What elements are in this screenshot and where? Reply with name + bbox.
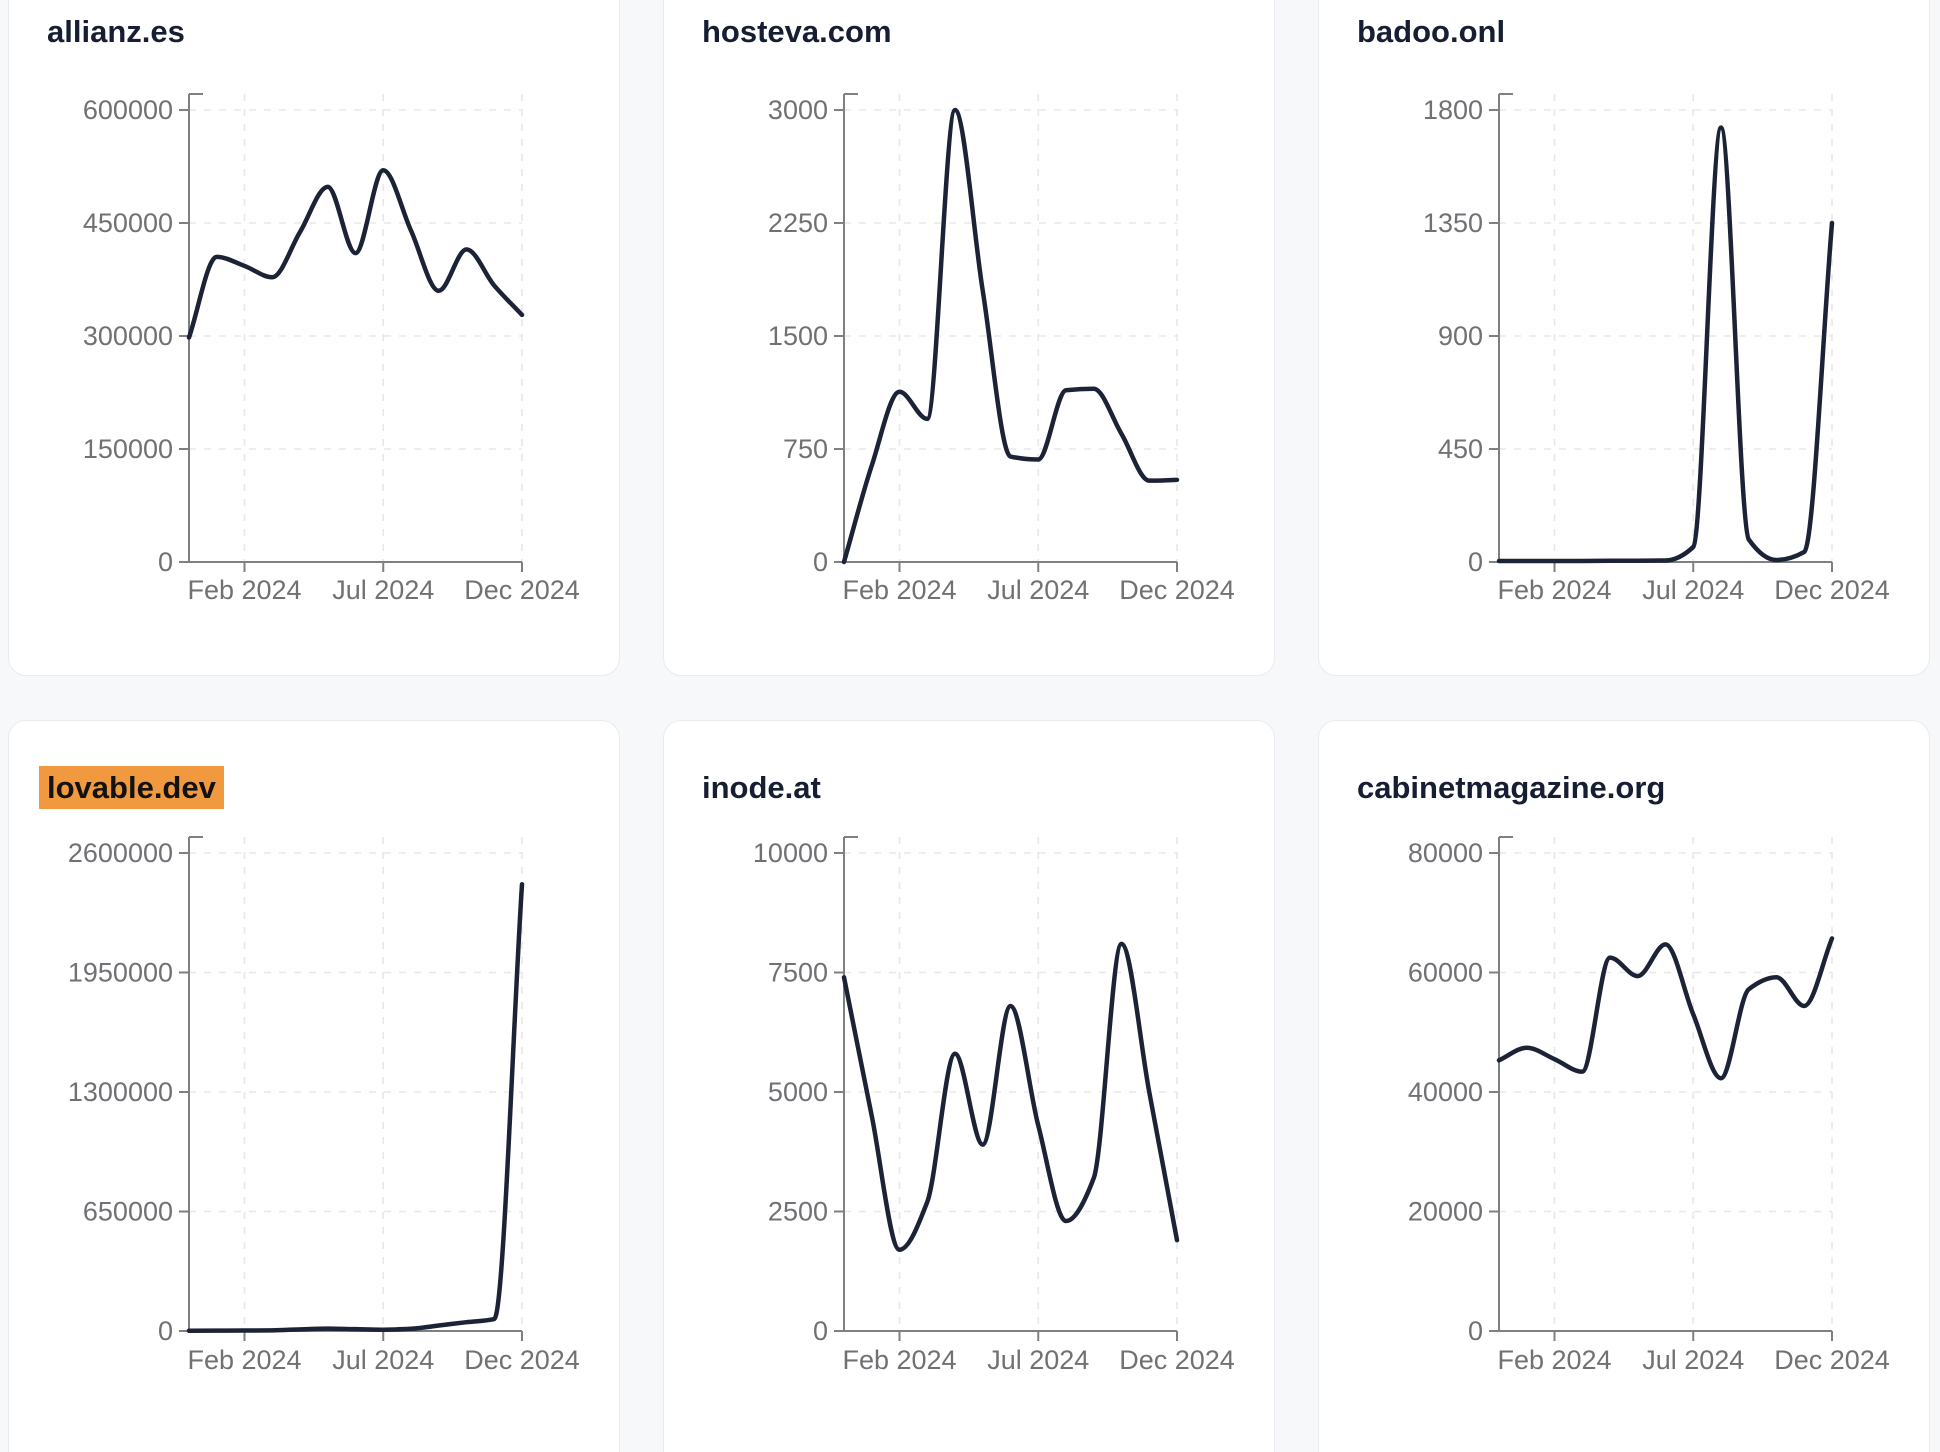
chart-card: inode.at 0 2500 5000 7500 10000 Feb 2024 Jul 2… xyxy=(663,720,1275,1452)
svg-text:Dec 2024: Dec 2024 xyxy=(464,575,580,605)
svg-text:0: 0 xyxy=(813,547,828,577)
svg-text:Feb 2024: Feb 2024 xyxy=(842,575,956,605)
chart-card: lovable.dev 0 650000 1300000 1950000 2600000… xyxy=(8,720,620,1452)
chart-title: hosteva.com xyxy=(702,14,892,49)
svg-text:450000: 450000 xyxy=(83,208,173,238)
svg-text:Jul 2024: Jul 2024 xyxy=(987,575,1089,605)
svg-text:1950000: 1950000 xyxy=(68,958,173,988)
chart-card: badoo.onl 0 450 900 1350 1800 Feb 2024 Jul 202… xyxy=(1318,0,1930,676)
svg-text:Feb 2024: Feb 2024 xyxy=(1497,1345,1611,1375)
svg-text:Dec 2024: Dec 2024 xyxy=(1774,1345,1890,1375)
chart-title: allianz.es xyxy=(47,14,185,49)
svg-text:Dec 2024: Dec 2024 xyxy=(1119,1345,1235,1375)
svg-text:Feb 2024: Feb 2024 xyxy=(187,575,301,605)
svg-text:150000: 150000 xyxy=(83,434,173,464)
svg-text:0: 0 xyxy=(158,1316,173,1346)
svg-text:Jul 2024: Jul 2024 xyxy=(1642,575,1744,605)
svg-text:10000: 10000 xyxy=(753,838,828,868)
chart-title: cabinetmagazine.org xyxy=(1357,770,1666,805)
svg-text:0: 0 xyxy=(813,1316,828,1346)
svg-text:20000: 20000 xyxy=(1408,1197,1483,1227)
line-chart: 0 650000 1300000 1950000 2600000 Feb 2024 Jul … xyxy=(68,836,580,1375)
line-chart: 0 20000 40000 60000 80000 Feb 2024 Jul 2024 Dec… xyxy=(1408,836,1890,1375)
chart-title: lovable.dev xyxy=(39,766,224,809)
svg-text:Jul 2024: Jul 2024 xyxy=(332,1345,434,1375)
line-chart: 0 150000 300000 450000 600000 Feb 2024 Jul 202… xyxy=(83,93,580,605)
svg-text:900: 900 xyxy=(1438,321,1483,351)
svg-text:2500: 2500 xyxy=(768,1197,828,1227)
svg-text:Jul 2024: Jul 2024 xyxy=(1642,1345,1744,1375)
svg-text:80000: 80000 xyxy=(1408,838,1483,868)
line-chart: 0 450 900 1350 1800 Feb 2024 Jul 2024 Dec 2024 xyxy=(1423,93,1890,605)
svg-text:2250: 2250 xyxy=(768,208,828,238)
svg-text:750: 750 xyxy=(783,434,828,464)
svg-text:Dec 2024: Dec 2024 xyxy=(1119,575,1235,605)
svg-text:1300000: 1300000 xyxy=(68,1077,173,1107)
chart-card: hosteva.com 0 750 1500 2250 3000 Feb 2024 Jul … xyxy=(663,0,1275,676)
svg-text:Feb 2024: Feb 2024 xyxy=(1497,575,1611,605)
svg-text:0: 0 xyxy=(1468,1316,1483,1346)
svg-text:450: 450 xyxy=(1438,434,1483,464)
svg-text:1350: 1350 xyxy=(1423,208,1483,238)
svg-text:3000: 3000 xyxy=(768,95,828,125)
svg-text:2600000: 2600000 xyxy=(68,838,173,868)
svg-text:40000: 40000 xyxy=(1408,1077,1483,1107)
svg-text:5000: 5000 xyxy=(768,1077,828,1107)
svg-text:7500: 7500 xyxy=(768,958,828,988)
chart-title: inode.at xyxy=(702,770,821,805)
svg-text:600000: 600000 xyxy=(83,95,173,125)
svg-text:Feb 2024: Feb 2024 xyxy=(187,1345,301,1375)
svg-text:Jul 2024: Jul 2024 xyxy=(332,575,434,605)
chart-card: cabinetmagazine.org 0 20000 40000 60000 8000… xyxy=(1318,720,1930,1452)
svg-text:Jul 2024: Jul 2024 xyxy=(987,1345,1089,1375)
svg-text:Dec 2024: Dec 2024 xyxy=(1774,575,1890,605)
line-chart: 0 750 1500 2250 3000 Feb 2024 Jul 2024 Dec 2024 xyxy=(768,93,1235,605)
svg-text:0: 0 xyxy=(1468,547,1483,577)
svg-text:Feb 2024: Feb 2024 xyxy=(842,1345,956,1375)
chart-card: allianz.es 0 150000 300000 450000 600000 Feb … xyxy=(8,0,620,676)
svg-text:300000: 300000 xyxy=(83,321,173,351)
svg-text:650000: 650000 xyxy=(83,1197,173,1227)
line-chart: 0 2500 5000 7500 10000 Feb 2024 Jul 2024 Dec 20… xyxy=(753,836,1235,1375)
svg-text:60000: 60000 xyxy=(1408,958,1483,988)
svg-text:Dec 2024: Dec 2024 xyxy=(464,1345,580,1375)
svg-text:0: 0 xyxy=(158,547,173,577)
chart-title: badoo.onl xyxy=(1357,14,1506,49)
svg-text:1500: 1500 xyxy=(768,321,828,351)
svg-text:1800: 1800 xyxy=(1423,95,1483,125)
